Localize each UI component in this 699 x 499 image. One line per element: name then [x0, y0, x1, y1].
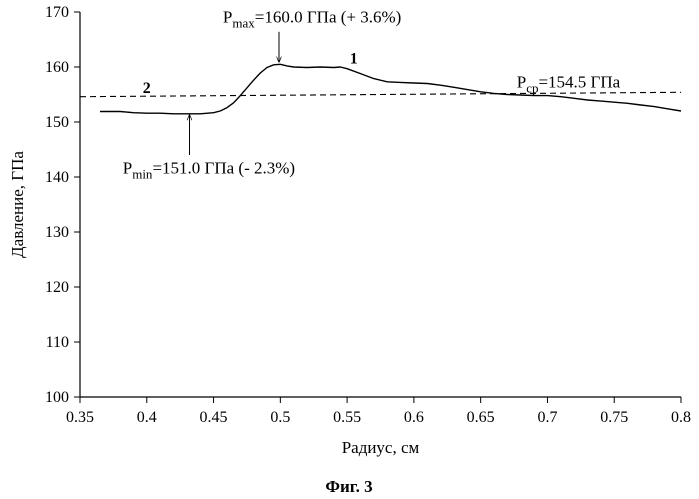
- y-tick-label: 130: [45, 224, 69, 241]
- tick-marks: [74, 12, 681, 403]
- tick-labels: 0.350.40.450.50.550.60.650.70.750.810011…: [45, 4, 691, 426]
- annotation-part: P: [223, 7, 232, 26]
- x-tick-label: 0.4: [137, 409, 157, 426]
- x-axis-title: Радиус, см: [342, 438, 420, 457]
- series-label-2: 2: [143, 80, 151, 97]
- series-label-1: 1: [350, 51, 358, 68]
- annotation-part: max: [232, 15, 255, 30]
- x-tick-label: 0.5: [270, 409, 290, 426]
- annotation-max: Pmax=160.0 ГПа (+ 3.6%): [223, 7, 401, 30]
- annotation-part: P: [123, 159, 132, 178]
- x-tick-label: 0.55: [333, 409, 361, 426]
- x-tick-label: 0.6: [404, 409, 424, 426]
- y-tick-label: 110: [46, 334, 69, 351]
- y-axis-title: Давление, ГПа: [8, 151, 27, 258]
- axes: [80, 12, 681, 397]
- annotation-part: min: [132, 167, 153, 182]
- x-tick-label: 0.45: [200, 409, 228, 426]
- annotation-part: =160.0 ГПа (+ 3.6%): [255, 7, 402, 26]
- y-tick-label: 120: [45, 279, 69, 296]
- x-tick-label: 0.8: [671, 409, 691, 426]
- y-tick-label: 100: [45, 389, 69, 406]
- x-tick-label: 0.75: [600, 409, 628, 426]
- annotation-min: Pmin=151.0 ГПа (- 2.3%): [123, 159, 295, 182]
- figure-caption: Фиг. 3: [325, 477, 372, 496]
- x-tick-label: 0.65: [467, 409, 495, 426]
- annotation-part: P: [517, 72, 526, 91]
- y-tick-label: 170: [45, 4, 69, 21]
- annotation-part: =154.5 ГПа: [538, 72, 620, 91]
- y-tick-label: 150: [45, 114, 69, 131]
- annotation-part: =151.0 ГПа (- 2.3%): [152, 159, 295, 178]
- series-2-line: [80, 92, 681, 96]
- y-tick-label: 140: [45, 169, 69, 186]
- annotation-ср: Pср=154.5 ГПа: [517, 72, 621, 95]
- x-tick-label: 0.35: [66, 409, 94, 426]
- annotation-part: ср: [526, 80, 538, 95]
- x-tick-label: 0.7: [537, 409, 557, 426]
- y-tick-label: 160: [45, 59, 69, 76]
